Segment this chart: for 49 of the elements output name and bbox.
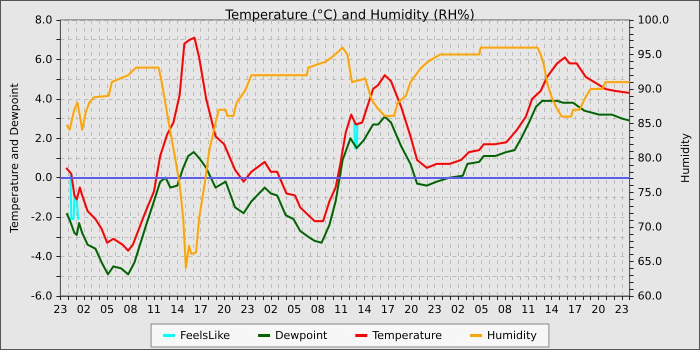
y-tick-label: 4.0	[34, 92, 52, 106]
y2-tick-label: 90.0	[638, 82, 662, 96]
x-tick-label: 20	[591, 303, 606, 316]
x-tick-label: 14	[357, 303, 372, 316]
x-tick-label: 17	[194, 303, 208, 316]
x-tick-label: 23	[614, 303, 629, 316]
y-tick-label: 0.0	[34, 171, 52, 184]
y-tick-label: -6.0	[30, 290, 52, 302]
x-tick-label: 02	[264, 303, 278, 316]
y2-tick-label: 100.0	[638, 14, 670, 26]
legend-label: Temperature	[371, 329, 442, 342]
x-tick-label: 05	[287, 303, 302, 316]
x-tick-label: 23	[240, 303, 255, 316]
y-tick-label: 2.0	[34, 132, 52, 145]
x-tick-label: 05	[474, 303, 488, 316]
y2-axis-title: Humidity	[679, 132, 692, 183]
y2-tick-label: 95.0	[638, 48, 662, 61]
x-tick-label: 20	[217, 303, 232, 316]
y-tick-label: 6.0	[34, 52, 52, 66]
y-tick-label: 8.0	[34, 14, 52, 26]
chart-title: Temperature (°C) and Humidity (RH%)	[224, 8, 475, 23]
y-tick-label: -2.0	[30, 210, 52, 224]
legend-label: FeelsLike	[180, 329, 230, 342]
y2-tick-label: 65.0	[638, 255, 662, 268]
x-tick-label: 05	[100, 303, 114, 316]
x-tick-label: 11	[521, 303, 536, 316]
y2-tick-label: 75.0	[638, 186, 662, 199]
y-tick-label: -4.0	[30, 250, 52, 264]
y2-tick-label: 80.0	[638, 152, 662, 164]
x-tick-label: 11	[334, 303, 348, 316]
x-tick-label: 17	[380, 303, 395, 316]
x-tick-label: 08	[310, 303, 325, 316]
x-tick-label: 08	[498, 303, 512, 316]
x-tick-label: 23	[53, 303, 68, 316]
y-axis-title: Temperature and Dewpoint	[8, 82, 21, 234]
y2-tick-label: 60.0	[638, 290, 662, 302]
x-tick-label: 08	[124, 303, 138, 316]
y2-tick-label: 70.0	[638, 220, 662, 234]
legend-label: Humidity	[487, 329, 538, 342]
legend-label: Dewpoint	[275, 329, 328, 342]
x-tick-label: 17	[568, 303, 582, 316]
x-tick-label: 11	[146, 303, 161, 316]
x-tick-label: 02	[451, 303, 466, 316]
x-tick-label: 14	[170, 303, 184, 316]
x-tick-label: 14	[544, 303, 559, 316]
x-tick-label: 02	[76, 303, 91, 316]
x-tick-label: 23	[428, 303, 442, 316]
x-tick-label: 20	[404, 303, 418, 316]
y2-tick-label: 85.0	[638, 117, 662, 130]
